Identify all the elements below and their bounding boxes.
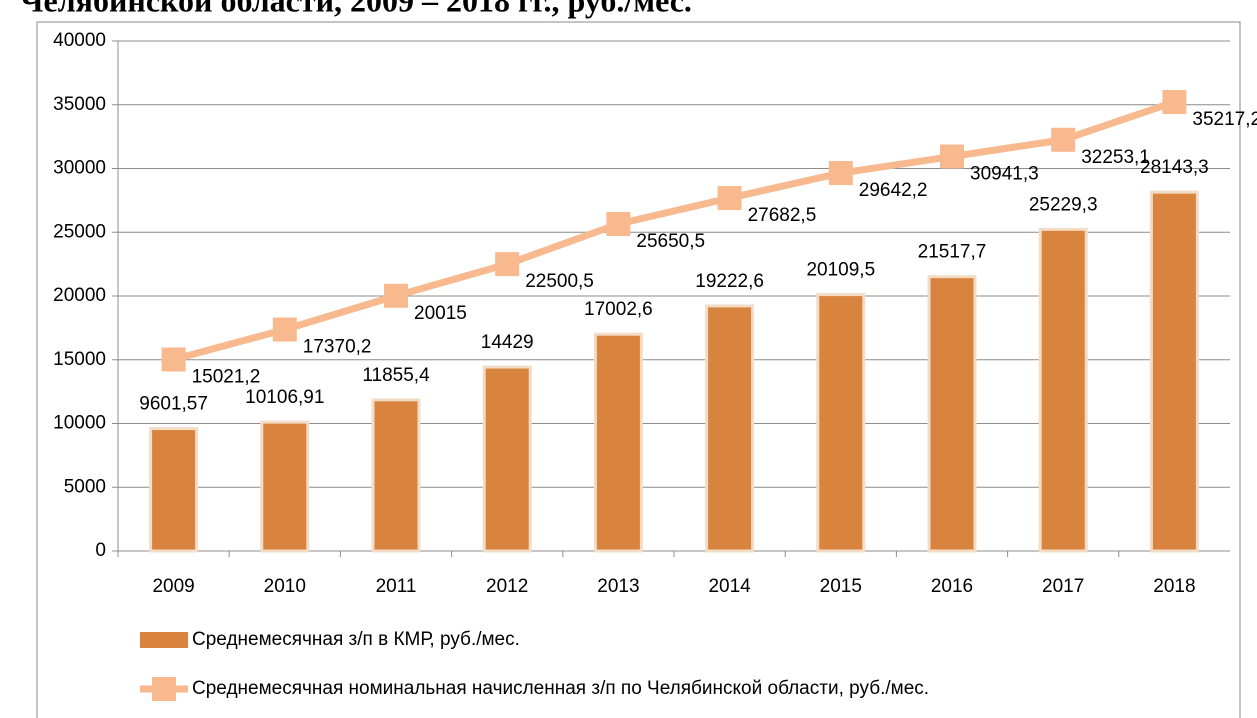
data-label: 32253,1 bbox=[1081, 147, 1150, 168]
x-tick-label: 2015 bbox=[820, 576, 862, 597]
data-label: 9601,57 bbox=[139, 394, 208, 415]
data-label: 17002,6 bbox=[584, 299, 653, 320]
marker bbox=[1051, 127, 1076, 152]
marker bbox=[940, 144, 964, 169]
y-tick-label: 40000 bbox=[53, 30, 106, 51]
marker bbox=[717, 186, 742, 211]
data-label: 17370,2 bbox=[303, 337, 372, 358]
data-label: 25650,5 bbox=[636, 231, 705, 252]
bar bbox=[482, 365, 532, 553]
x-tick-label: 2014 bbox=[708, 576, 751, 597]
legend-label: Среднемесячная з/п в КМР, руб./мес. bbox=[192, 629, 520, 650]
bar bbox=[927, 275, 977, 553]
x-tick-label: 2012 bbox=[486, 576, 528, 597]
data-label: 28143,3 bbox=[1140, 157, 1209, 178]
bar bbox=[593, 332, 643, 553]
bar bbox=[705, 304, 755, 553]
x-tick-label: 2011 bbox=[376, 576, 417, 597]
x-tick-label: 2009 bbox=[152, 576, 194, 597]
data-label: 27682,5 bbox=[748, 205, 817, 226]
bar bbox=[149, 427, 199, 553]
marker bbox=[495, 252, 520, 277]
chart-frame bbox=[36, 21, 1241, 718]
data-label: 14429 bbox=[481, 332, 534, 353]
data-label: 20015 bbox=[414, 303, 467, 324]
x-tick-label: 2017 bbox=[1042, 576, 1084, 597]
y-tick-label: 10000 bbox=[53, 413, 106, 434]
y-tick-label: 25000 bbox=[53, 221, 106, 242]
y-tick-label: 0 bbox=[95, 540, 106, 561]
marker bbox=[272, 317, 297, 342]
marker bbox=[606, 211, 631, 236]
bar bbox=[260, 420, 310, 553]
data-label: 15021,2 bbox=[192, 366, 261, 387]
y-tick-label: 30000 bbox=[53, 158, 106, 179]
data-label: 10106,91 bbox=[245, 387, 324, 408]
y-tick-label: 15000 bbox=[53, 349, 106, 370]
marker bbox=[384, 283, 408, 308]
chart-title: Челябинской области, 2009 – 2018 гг., ру… bbox=[20, 0, 692, 18]
x-tick-label: 2016 bbox=[931, 576, 973, 597]
marker bbox=[1162, 89, 1187, 114]
bar bbox=[1149, 190, 1199, 553]
x-tick-label: 2010 bbox=[264, 576, 306, 597]
data-label: 25229,3 bbox=[1029, 194, 1098, 215]
bar bbox=[1038, 227, 1088, 553]
data-label: 30941,3 bbox=[970, 164, 1039, 185]
data-label: 19222,6 bbox=[695, 271, 764, 292]
y-tick-label: 35000 bbox=[53, 94, 106, 115]
x-tick-label: 2013 bbox=[597, 576, 639, 597]
bar bbox=[816, 293, 866, 553]
line bbox=[172, 98, 1176, 363]
data-label: 22500,5 bbox=[525, 271, 594, 292]
data-label: 20109,5 bbox=[806, 260, 875, 281]
y-tick-label: 20000 bbox=[53, 285, 106, 306]
legend-marker bbox=[152, 677, 176, 701]
bar bbox=[371, 398, 421, 553]
x-tick-label: 2018 bbox=[1153, 576, 1195, 597]
data-label: 29642,2 bbox=[859, 180, 928, 201]
y-tick-label: 5000 bbox=[64, 476, 106, 497]
data-label: 35217,2 bbox=[1192, 109, 1257, 130]
marker bbox=[828, 161, 853, 186]
legend-label: Среднемесячная номинальная начисленная з… bbox=[192, 678, 929, 699]
data-label: 21517,7 bbox=[918, 242, 987, 263]
legend-swatch bbox=[140, 632, 188, 648]
data-label: 11855,4 bbox=[362, 365, 430, 386]
marker bbox=[161, 347, 186, 372]
